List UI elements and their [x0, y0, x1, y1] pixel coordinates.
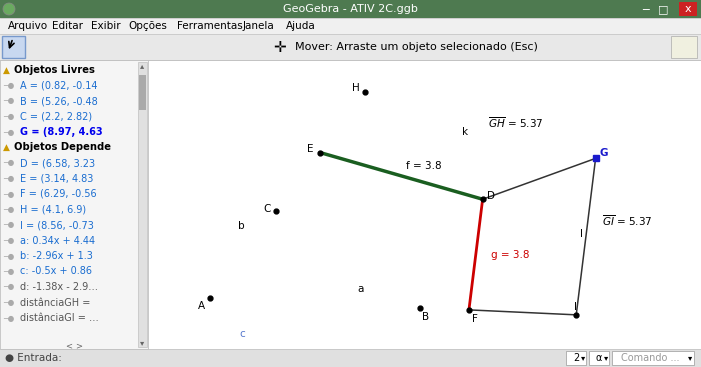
- Text: ▲: ▲: [3, 143, 10, 152]
- Text: ─●: ─●: [3, 127, 14, 137]
- Text: ─●: ─●: [3, 283, 14, 291]
- Text: E = (3.14, 4.83: E = (3.14, 4.83: [20, 174, 93, 184]
- Text: C: C: [264, 204, 271, 214]
- Text: ─●: ─●: [3, 112, 14, 121]
- Bar: [0, 34, 701, 60]
- Text: f = 3.8: f = 3.8: [406, 161, 442, 171]
- Text: ▾: ▾: [604, 353, 608, 363]
- Bar: [679, 2, 697, 16]
- Bar: [612, 351, 694, 365]
- Text: ▾: ▾: [140, 338, 144, 348]
- Text: A = (0.82, -0.14: A = (0.82, -0.14: [20, 80, 97, 91]
- Text: b: -2.96x + 1.3: b: -2.96x + 1.3: [20, 251, 93, 261]
- Text: Janela: Janela: [243, 21, 275, 31]
- Text: ─●: ─●: [3, 251, 14, 261]
- Bar: [2, 36, 25, 58]
- Bar: [138, 62, 147, 347]
- Text: Ajuda: Ajuda: [286, 21, 315, 31]
- Text: ─●: ─●: [3, 236, 14, 245]
- Text: $\overline{GH}$ = 5.37: $\overline{GH}$ = 5.37: [489, 115, 544, 130]
- Text: GeoGebra - ATIV 2C.ggb: GeoGebra - ATIV 2C.ggb: [283, 4, 418, 14]
- Text: G = (8.97, 4.63: G = (8.97, 4.63: [20, 127, 102, 137]
- Text: ─●: ─●: [3, 159, 14, 167]
- Bar: [566, 351, 586, 365]
- Text: ▾: ▾: [581, 353, 585, 363]
- Text: F = (6.29, -0.56: F = (6.29, -0.56: [20, 189, 97, 199]
- Text: B: B: [422, 312, 430, 321]
- Text: I: I: [580, 229, 583, 239]
- Text: ─: ─: [643, 4, 649, 14]
- Text: a: a: [358, 284, 364, 294]
- Bar: [0, 349, 701, 367]
- Text: b: b: [238, 221, 245, 232]
- Text: C = (2.2, 2.82): C = (2.2, 2.82): [20, 112, 92, 121]
- Bar: [0, 18, 701, 34]
- Bar: [589, 351, 609, 365]
- Text: ▾: ▾: [688, 353, 692, 363]
- Bar: [0, 60, 148, 349]
- Text: Mover: Arraste um objeto selecionado (Esc): Mover: Arraste um objeto selecionado (Es…: [295, 42, 538, 52]
- Text: Ferramentas: Ferramentas: [177, 21, 243, 31]
- Text: Exibir: Exibir: [91, 21, 121, 31]
- Text: <: <: [65, 342, 72, 350]
- Text: D = (6.58, 3.23: D = (6.58, 3.23: [20, 158, 95, 168]
- Text: ─●: ─●: [3, 267, 14, 276]
- Text: ─●: ─●: [3, 313, 14, 323]
- Text: x: x: [685, 4, 691, 14]
- Text: Objetos Depende: Objetos Depende: [14, 142, 111, 153]
- Text: 2: 2: [573, 353, 579, 363]
- Text: ✛: ✛: [273, 40, 287, 55]
- Text: c: -0.5x + 0.86: c: -0.5x + 0.86: [20, 266, 92, 276]
- Text: ▴: ▴: [140, 62, 144, 70]
- Text: c: c: [240, 330, 245, 339]
- Text: d: -1.38x - 2.9…: d: -1.38x - 2.9…: [20, 282, 98, 292]
- Text: a: 0.34x + 4.44: a: 0.34x + 4.44: [20, 236, 95, 246]
- Text: ─●: ─●: [3, 189, 14, 199]
- Circle shape: [3, 3, 15, 15]
- Text: Opções: Opções: [128, 21, 167, 31]
- Text: F: F: [472, 314, 478, 324]
- Text: I: I: [574, 302, 577, 312]
- Text: H = (4.1, 6.9): H = (4.1, 6.9): [20, 204, 86, 214]
- Text: Arquivo: Arquivo: [8, 21, 48, 31]
- Text: >: >: [76, 342, 83, 350]
- Text: D: D: [486, 191, 495, 201]
- Text: distânciaGH =: distânciaGH =: [20, 298, 90, 308]
- Text: E: E: [307, 143, 313, 153]
- Text: g = 3.8: g = 3.8: [491, 250, 530, 259]
- Bar: [148, 60, 701, 349]
- Text: A: A: [198, 301, 205, 310]
- Bar: [139, 75, 146, 110]
- Text: ● Entrada:: ● Entrada:: [5, 353, 62, 363]
- Text: α: α: [596, 353, 602, 363]
- Text: $\overline{GI}$ = 5.37: $\overline{GI}$ = 5.37: [601, 213, 653, 228]
- Text: Editar: Editar: [52, 21, 83, 31]
- Bar: [671, 36, 697, 58]
- Text: I = (8.56, -0.73: I = (8.56, -0.73: [20, 220, 94, 230]
- Text: distânciaGI = …: distânciaGI = …: [20, 313, 99, 323]
- Text: k: k: [462, 127, 468, 137]
- Text: ─●: ─●: [3, 205, 14, 214]
- Text: Objetos Livres: Objetos Livres: [14, 65, 95, 75]
- Text: □: □: [658, 4, 668, 14]
- Text: G: G: [599, 148, 608, 159]
- Text: ─●: ─●: [3, 221, 14, 229]
- Text: ─●: ─●: [3, 97, 14, 105]
- Text: H: H: [353, 83, 360, 93]
- Text: B = (5.26, -0.48: B = (5.26, -0.48: [20, 96, 97, 106]
- Bar: [0, 0, 701, 18]
- Text: Comando ...: Comando ...: [621, 353, 679, 363]
- Text: ▲: ▲: [3, 65, 10, 75]
- Text: ─●: ─●: [3, 174, 14, 183]
- Text: ─●: ─●: [3, 298, 14, 307]
- Text: ─●: ─●: [3, 81, 14, 90]
